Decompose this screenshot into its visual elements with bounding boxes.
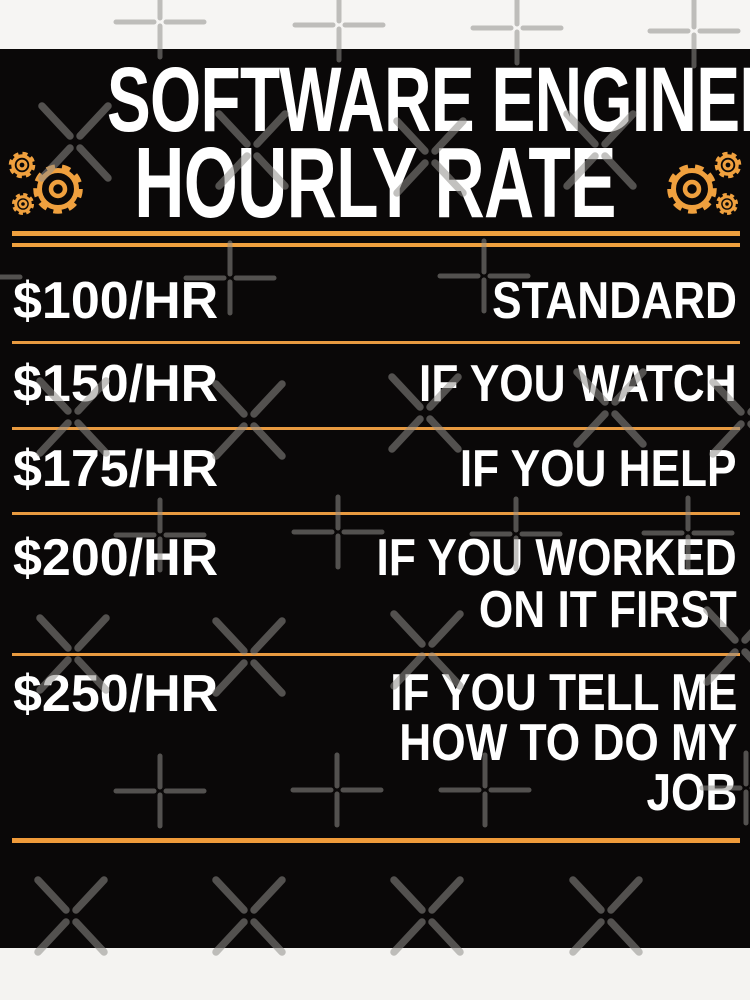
rate-description: IF YOU WORKED ON IT FIRST: [376, 529, 737, 639]
rate-description: IF YOU HELP: [460, 440, 737, 498]
row-separator: [12, 512, 740, 515]
footer-rule: [12, 838, 740, 843]
header-double-rule-top: [12, 231, 740, 236]
price-label: $175/HR: [13, 440, 219, 498]
title-line-2: HOURLY RATE: [134, 127, 616, 239]
rate-description: STANDARD: [492, 272, 737, 330]
rate-row: $100/HR STANDARD: [0, 275, 750, 327]
rate-description: IF YOU TELL ME HOW TO DO MY JOB: [389, 664, 737, 822]
top-margin-band: [0, 0, 750, 49]
rate-row: $250/HR IF YOU TELL ME HOW TO DO MY JOB: [0, 665, 750, 819]
bottom-margin-band: [0, 948, 750, 1000]
gears-right-icon: [667, 151, 742, 216]
price-label: $250/HR: [13, 665, 219, 723]
price-label: $200/HR: [13, 529, 219, 587]
rate-description: IF YOU WATCH: [419, 355, 737, 413]
row-separator: [12, 341, 740, 344]
rate-row: $150/HR IF YOU WATCH: [0, 358, 750, 410]
rate-row: $175/HR IF YOU HELP: [0, 443, 750, 495]
gears-left-icon: [8, 151, 83, 216]
header-double-rule-bottom: [12, 243, 740, 247]
price-label: $150/HR: [13, 355, 219, 413]
row-separator: [12, 653, 740, 656]
price-label: $100/HR: [13, 272, 219, 330]
rate-row: $200/HR IF YOU WORKED ON IT FIRST: [0, 529, 750, 636]
row-separator: [12, 427, 740, 430]
